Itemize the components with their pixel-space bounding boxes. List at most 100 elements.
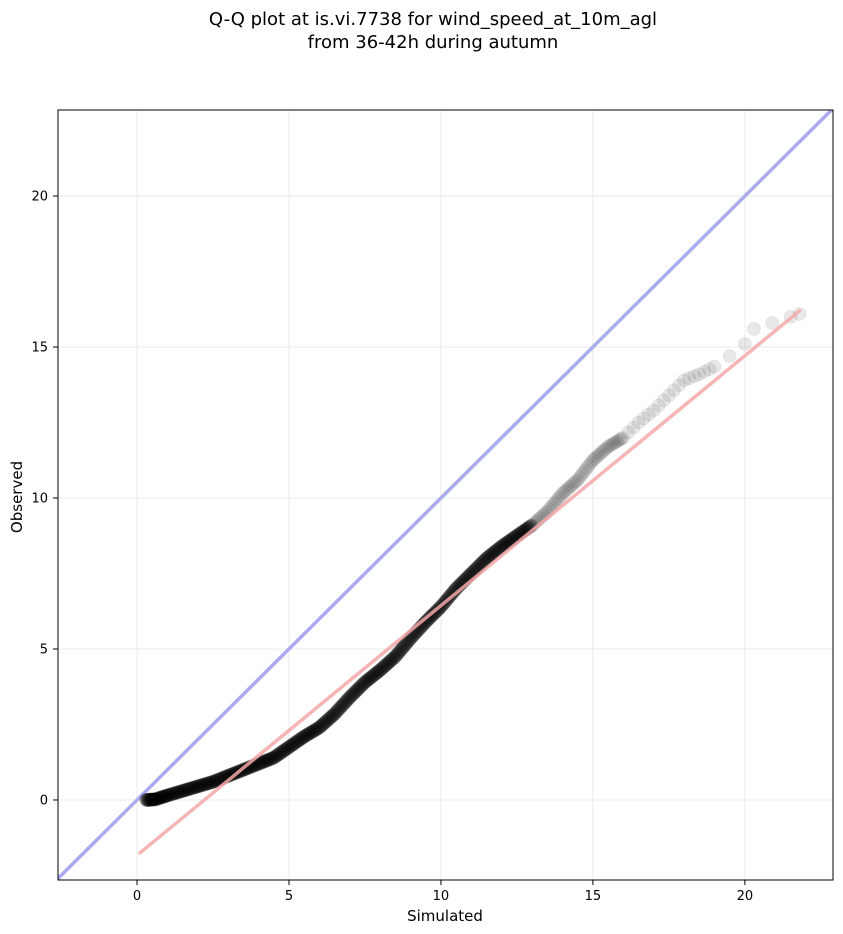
data-point-235 — [267, 750, 282, 765]
data-point-694 — [559, 483, 574, 498]
data-point-629 — [497, 537, 512, 552]
data-point-131 — [206, 774, 221, 789]
data-point-415 — [372, 663, 387, 678]
data-point-594 — [477, 553, 492, 568]
data-point-394 — [360, 673, 375, 688]
data-point-463 — [400, 634, 415, 649]
data-point-162 — [224, 767, 239, 782]
data-point-706 — [582, 458, 597, 473]
reference-lines — [58, 110, 833, 880]
data-point-404 — [366, 668, 381, 683]
data-point-428 — [380, 656, 395, 671]
data-point-258 — [280, 740, 295, 755]
data-point-75 — [173, 784, 188, 799]
data-point-389 — [357, 675, 372, 690]
data-point-135 — [208, 773, 223, 788]
data-point-23 — [147, 792, 162, 807]
data-point-454 — [395, 641, 410, 656]
data-point-12 — [143, 792, 158, 807]
data-point-335 — [325, 708, 340, 723]
plot-area-frame — [57, 109, 834, 881]
data-point-228 — [263, 752, 278, 767]
data-point-590 — [474, 556, 489, 571]
data-point-10 — [142, 792, 157, 807]
data-point-373 — [348, 685, 363, 700]
data-point-417 — [373, 662, 388, 677]
data-point-71 — [171, 785, 186, 800]
data-point-21 — [146, 792, 161, 807]
data-point-611 — [487, 545, 502, 560]
data-point-42 — [155, 789, 170, 804]
data-point-626 — [495, 538, 510, 553]
data-point-724 — [616, 430, 631, 445]
data-point-450 — [393, 643, 408, 658]
data-point-451 — [393, 643, 408, 658]
x-tick-label-3: 15 — [585, 889, 602, 904]
data-point-85 — [179, 782, 194, 797]
data-point-385 — [355, 678, 370, 693]
data-point-283 — [295, 730, 310, 745]
data-point-18 — [145, 792, 160, 807]
data-point-94 — [184, 781, 199, 796]
data-point-705 — [580, 460, 595, 475]
data-point-720 — [608, 435, 623, 450]
data-point-121 — [200, 776, 215, 791]
data-point-410 — [369, 665, 384, 680]
data-point-738 — [687, 369, 702, 384]
data-point-339 — [328, 706, 343, 721]
data-point-81 — [177, 783, 192, 798]
data-point-307 — [309, 722, 324, 737]
data-point-73 — [172, 784, 187, 799]
identity-line — [58, 110, 833, 880]
data-point-444 — [389, 648, 404, 663]
data-point-729 — [641, 407, 656, 422]
data-point-721 — [610, 434, 625, 449]
data-point-95 — [185, 780, 200, 795]
data-point-708 — [585, 453, 600, 468]
data-point-138 — [210, 773, 225, 788]
data-point-237 — [268, 749, 283, 764]
data-point-461 — [399, 636, 414, 651]
data-point-54 — [161, 788, 176, 803]
data-point-92 — [183, 781, 198, 796]
data-point-110 — [194, 778, 209, 793]
data-point-291 — [300, 727, 315, 742]
data-point-333 — [324, 709, 339, 724]
data-point-214 — [255, 755, 270, 770]
chart-title-line-2: from 36-42h during autumn — [308, 32, 559, 53]
data-point-596 — [478, 552, 493, 567]
data-point-727 — [631, 415, 646, 430]
data-point-712 — [593, 446, 608, 461]
data-point-267 — [286, 737, 301, 752]
data-point-392 — [359, 674, 374, 689]
data-point-262 — [283, 739, 298, 754]
data-point-338 — [327, 706, 342, 721]
data-point-365 — [343, 689, 358, 704]
data-point-615 — [489, 543, 504, 558]
data-point-693 — [557, 484, 572, 499]
data-point-407 — [367, 667, 382, 682]
data-point-296 — [303, 726, 318, 741]
data-point-398 — [362, 671, 377, 686]
data-point-39 — [154, 790, 169, 805]
data-point-435 — [384, 653, 399, 668]
data-point-456 — [396, 639, 411, 654]
data-point-702 — [574, 467, 589, 482]
data-point-265 — [284, 738, 299, 753]
data-point-285 — [296, 729, 311, 744]
data-point-391 — [358, 674, 373, 689]
data-point-286 — [297, 729, 312, 744]
data-point-425 — [378, 658, 393, 673]
data-point-323 — [318, 714, 333, 729]
data-point-27 — [148, 792, 163, 807]
data-point-282 — [294, 731, 309, 746]
data-point-251 — [276, 743, 291, 758]
data-point-61 — [165, 786, 180, 801]
data-point-305 — [308, 722, 323, 737]
data-point-459 — [398, 637, 413, 652]
data-point-434 — [383, 653, 398, 668]
data-point-117 — [198, 777, 213, 792]
data-point-124 — [202, 775, 217, 790]
data-point-109 — [193, 778, 208, 793]
data-point-290 — [299, 728, 314, 743]
